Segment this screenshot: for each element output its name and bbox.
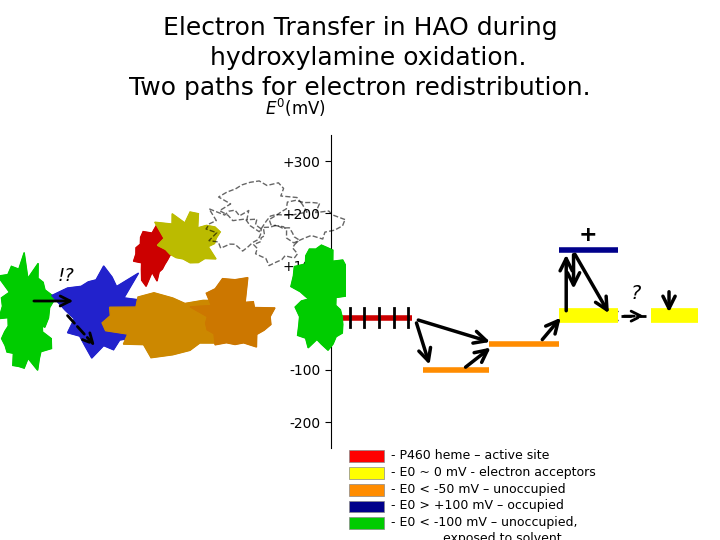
Polygon shape <box>155 212 220 263</box>
Polygon shape <box>0 253 55 335</box>
Polygon shape <box>291 245 354 313</box>
Polygon shape <box>52 266 140 358</box>
Polygon shape <box>295 292 343 350</box>
Text: - E0 < -50 mV – unoccupied: - E0 < -50 mV – unoccupied <box>391 483 566 496</box>
Text: ?: ? <box>631 284 642 303</box>
Polygon shape <box>190 278 275 347</box>
Text: - E0 ~ 0 mV - electron acceptors: - E0 ~ 0 mV - electron acceptors <box>391 466 595 479</box>
Text: exposed to solvent: exposed to solvent <box>391 532 562 540</box>
Text: +: + <box>579 225 598 245</box>
Text: Electron Transfer in HAO during
  hydroxylamine oxidation.
Two paths for electro: Electron Transfer in HAO during hydroxyl… <box>129 16 591 99</box>
Text: !?: !? <box>58 267 74 285</box>
Text: - E0 > +100 mV – occupied: - E0 > +100 mV – occupied <box>391 500 564 512</box>
Text: - P460 heme – active site: - P460 heme – active site <box>391 449 549 462</box>
Text: $E^0$(mV): $E^0$(mV) <box>265 97 326 119</box>
Text: - E0 < -100 mV – unoccupied,: - E0 < -100 mV – unoccupied, <box>391 516 577 529</box>
Polygon shape <box>1 310 52 370</box>
Polygon shape <box>133 223 174 286</box>
Polygon shape <box>102 293 242 357</box>
